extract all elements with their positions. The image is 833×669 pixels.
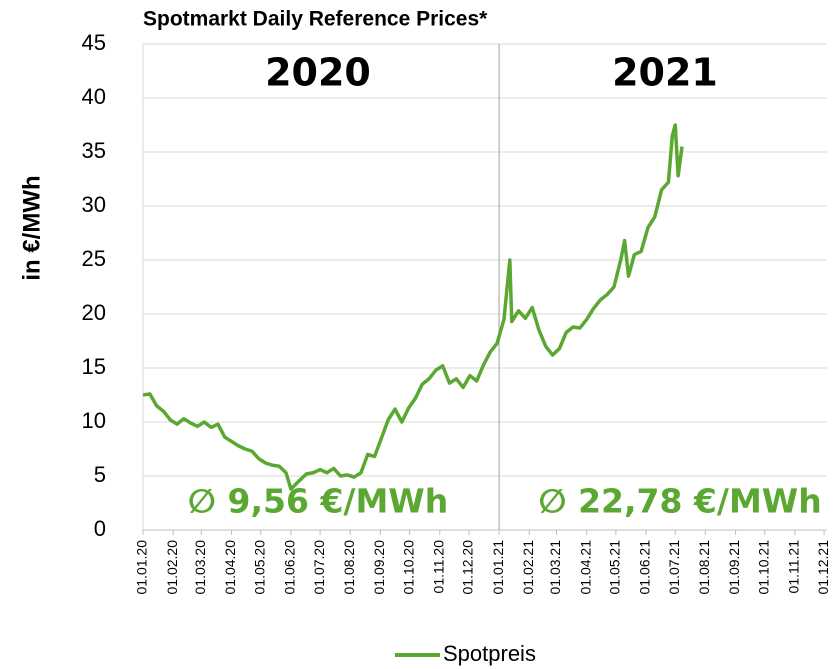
average-label: ∅ 9,56 €/MWh xyxy=(188,482,448,521)
x-tick-label: 01.12.20 xyxy=(460,540,476,595)
x-tick-label: 01.09.21 xyxy=(726,540,742,595)
y-tick-label: 20 xyxy=(82,300,106,325)
x-tick-label: 01.05.21 xyxy=(607,540,623,595)
x-tick-label: 01.11.20 xyxy=(430,540,446,594)
year-label: 2020 xyxy=(265,51,371,95)
chart-title: Spotmarkt Daily Reference Prices* xyxy=(143,8,488,31)
x-tick-label: 01.02.20 xyxy=(164,540,180,595)
y-tick-label: 5 xyxy=(94,462,106,487)
x-tick-label: 01.09.20 xyxy=(371,540,387,595)
x-tick-label: 01.03.20 xyxy=(192,540,208,595)
x-tick-label: 01.07.21 xyxy=(666,540,682,595)
x-tick-label: 01.08.21 xyxy=(696,540,712,595)
x-tick-label: 01.01.21 xyxy=(490,540,506,595)
y-tick-label: 35 xyxy=(82,138,106,163)
x-tick-label: 01.10.21 xyxy=(755,540,771,595)
y-axis-label: in €/MWh xyxy=(18,175,45,280)
x-tick-label: 01.03.21 xyxy=(547,540,563,595)
x-tick-label: 01.04.20 xyxy=(222,540,238,595)
y-tick-label: 10 xyxy=(82,408,106,433)
x-tick-label: 01.04.21 xyxy=(577,540,593,595)
x-tick-label: 01.10.20 xyxy=(400,540,416,595)
y-tick-label: 25 xyxy=(82,246,106,271)
y-tick-label: 40 xyxy=(82,84,106,109)
x-tick-label: 01.08.20 xyxy=(341,540,357,595)
y-tick-label: 45 xyxy=(82,30,106,55)
x-tick-label: 01.06.20 xyxy=(282,540,298,595)
x-tick-label: 01.06.21 xyxy=(637,540,653,595)
x-tick-label: 01.01.20 xyxy=(134,540,150,595)
x-tick-label: 01.12.21 xyxy=(815,540,831,595)
x-tick-label: 01.07.20 xyxy=(311,540,327,595)
plot-layer: 0 5 10 15 20 25 30 35 40 45 01.01.20 01.02.20 01.03.… xyxy=(82,30,831,666)
y-tick-label: 0 xyxy=(94,516,106,541)
data-line xyxy=(142,123,684,491)
x-tick-label: 01.02.21 xyxy=(520,540,536,595)
y-tick-label: 30 xyxy=(82,192,106,217)
y-tick-label: 15 xyxy=(82,354,106,379)
x-tick-label: 01.05.20 xyxy=(251,540,267,595)
year-label: 2021 xyxy=(612,51,718,95)
legend-label: Spotpreis xyxy=(443,641,536,666)
x-tick-label: 01.11.21 xyxy=(786,540,802,594)
average-label: ∅ 22,78 €/MWh xyxy=(538,482,821,521)
